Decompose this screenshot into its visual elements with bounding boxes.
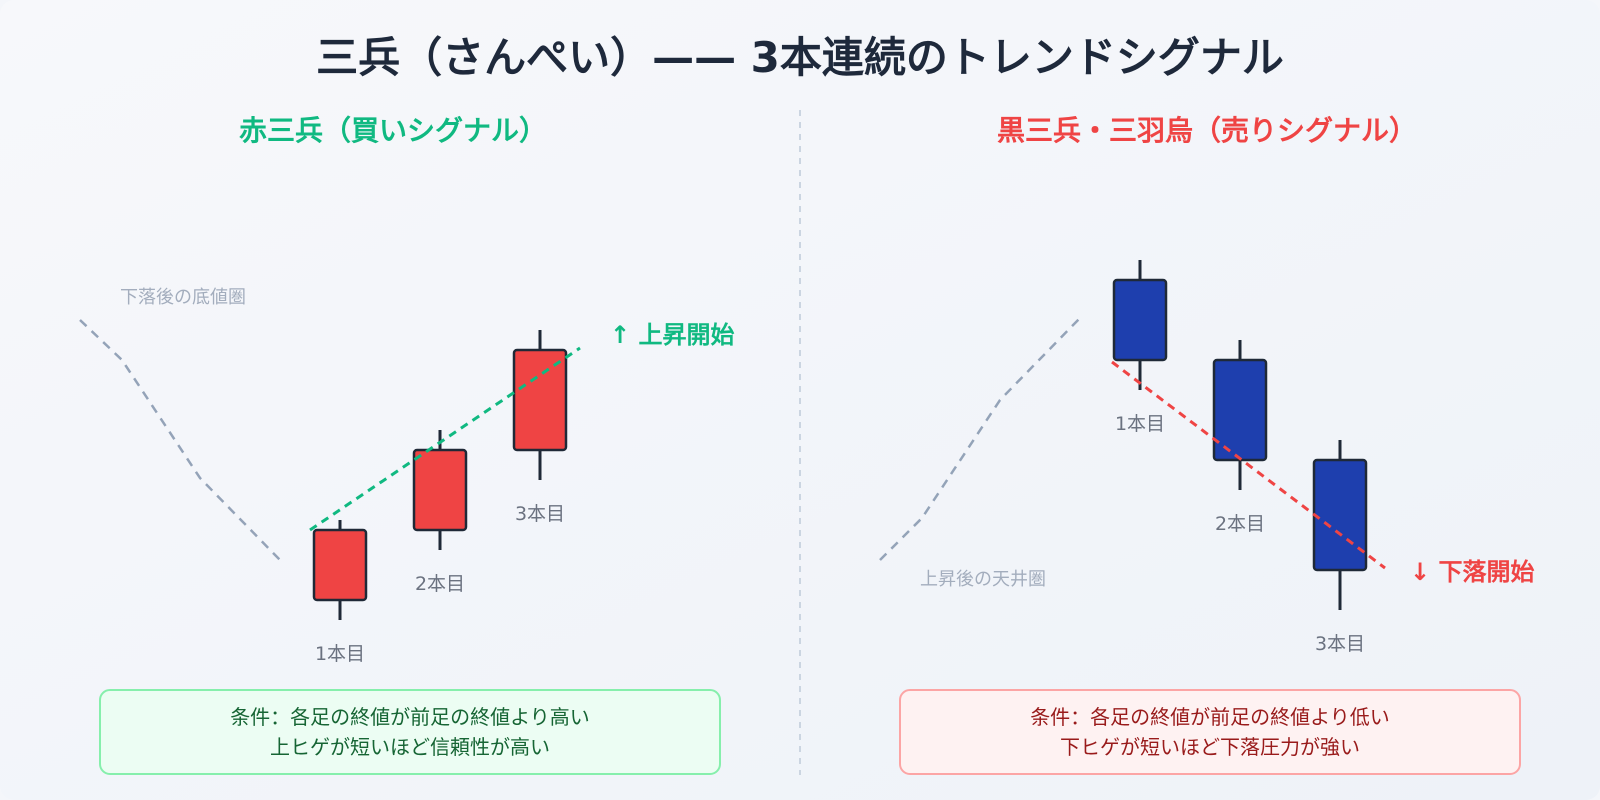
bearish-panel: 黒三兵・三羽烏（売りシグナル） 上昇後の天井圏 1本目 2本目 3本目 ↓ 下落開始… <box>879 114 1534 775</box>
bearish-condition-line-2: 下ヒゲが短いほど下落圧力が強い <box>1060 735 1360 759</box>
bullish-condition-line-1: 条件：各足の終値が前足の終値より高い <box>230 705 590 729</box>
bullish-candle-3-label: 3本目 <box>515 503 565 525</box>
page-title: 三兵（さんぺい）—— 3本連続のトレンドシグナル <box>316 33 1284 82</box>
prior-downtrend-line <box>79 319 281 561</box>
bearish-candle-2-label: 2本目 <box>1215 513 1265 535</box>
bullish-candles: 1本目 2本目 3本目 <box>312 330 568 665</box>
prior-uptrend-line <box>879 317 1081 561</box>
bullish-candle-2-body <box>412 448 468 532</box>
bearish-signal-label: ↓ 下落開始 <box>1410 558 1534 586</box>
bearish-candle-1-body <box>1112 278 1168 362</box>
bullish-context-label: 下落後の底値圏 <box>120 287 246 308</box>
bullish-candle-2-label: 2本目 <box>415 573 465 595</box>
bearish-candle-1-label: 1本目 <box>1115 413 1165 435</box>
bullish-candle-3-body <box>512 348 568 452</box>
bearish-trend-line <box>1111 360 1386 570</box>
bearish-condition-line-1: 条件：各足の終値が前足の終値より低い <box>1030 705 1390 729</box>
bearish-candle-3-body <box>1312 458 1368 572</box>
bullish-panel: 赤三兵（買いシグナル） 下落後の底値圏 1本目 2本目 3本目 ↑ 上昇開始 条件：… <box>79 114 734 775</box>
bearish-condition-box <box>899 689 1521 775</box>
bullish-trend-line <box>309 346 581 532</box>
bullish-heading: 赤三兵（買いシグナル） <box>239 114 547 147</box>
bullish-condition-box <box>99 689 721 775</box>
bullish-signal-label: ↑ 上昇開始 <box>610 321 734 349</box>
bearish-candle-3-label: 3本目 <box>1315 633 1365 655</box>
bearish-candle-2-body <box>1212 358 1268 462</box>
bearish-context-label: 上昇後の天井圏 <box>920 569 1046 590</box>
bullish-candle-1-body <box>312 528 368 602</box>
bullish-condition-line-2: 上ヒゲが短いほど信頼性が高い <box>270 735 550 759</box>
bullish-candle-1-label: 1本目 <box>315 643 365 665</box>
bearish-heading: 黒三兵・三羽烏（売りシグナル） <box>997 114 1417 147</box>
